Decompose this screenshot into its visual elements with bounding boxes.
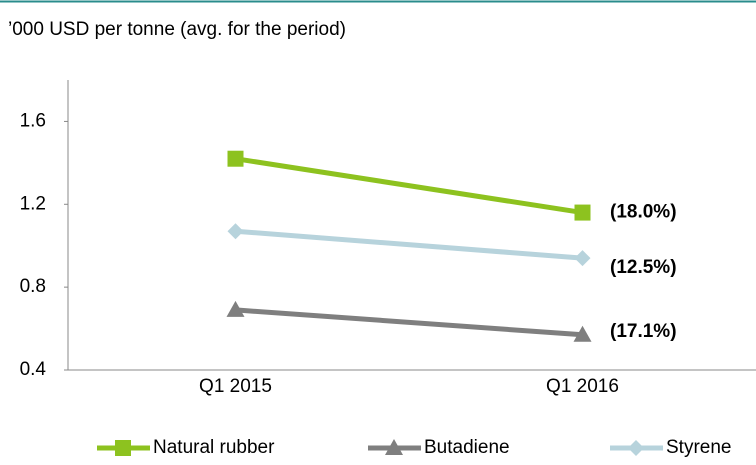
point	[574, 204, 591, 221]
y-tick-label: 1.2	[20, 193, 46, 214]
point	[227, 150, 244, 167]
change-label: (18.0%)	[610, 202, 677, 223]
legend-label: Butadiene	[424, 437, 510, 458]
change-label: (12.5%)	[610, 257, 677, 278]
series-line	[235, 228, 583, 261]
y-tick-label: 0.8	[20, 276, 46, 297]
legend-marker	[628, 440, 644, 456]
legend-marker	[385, 439, 403, 455]
series-line	[235, 156, 583, 216]
y-tick-label: 0.4	[20, 359, 47, 380]
y-tick-label: 1.6	[20, 110, 46, 131]
x-tick-label: Q1 2016	[546, 376, 619, 397]
series-line	[235, 307, 583, 338]
legend-label: Styrene	[666, 437, 731, 458]
point	[573, 325, 592, 342]
x-tick-label: Q1 2015	[199, 376, 272, 397]
point	[574, 250, 591, 267]
legend-label: Natural rubber	[153, 437, 275, 458]
point	[227, 223, 244, 240]
point	[226, 300, 245, 317]
legend-marker	[115, 440, 131, 456]
chart-title: ’000 USD per tonne (avg. for the period)	[8, 19, 346, 40]
change-label: (17.1%)	[610, 321, 677, 342]
